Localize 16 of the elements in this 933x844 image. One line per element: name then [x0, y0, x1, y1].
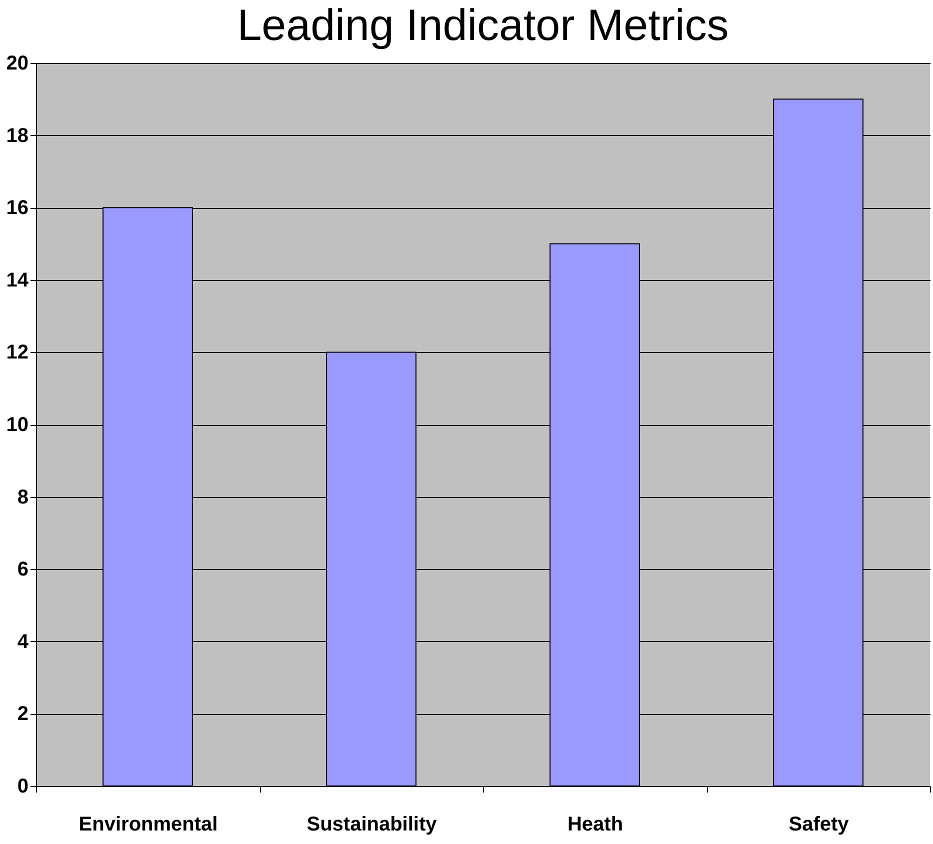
x-tick-label: Sustainability	[306, 814, 438, 836]
y-tick-label: 0	[17, 776, 28, 798]
y-tick-label: 20	[6, 52, 28, 74]
y-tick-label: 4	[17, 630, 30, 653]
y-tick-label: 18	[6, 124, 28, 147]
y-tick-label: 8	[17, 486, 28, 508]
y-tick-label: 2	[17, 703, 28, 726]
y-tick-label: 6	[17, 558, 28, 581]
y-tick-label: 12	[6, 342, 28, 364]
x-tick-label: Environmental	[78, 814, 218, 836]
y-tick-label: 10	[6, 414, 28, 436]
y-tick-label: 16	[6, 197, 28, 220]
x-tick-label: Heath	[567, 814, 624, 836]
x-tick-label: Safety	[788, 814, 850, 836]
y-tick-label: 14	[6, 269, 30, 292]
chart-title: Leading Indicator Metrics	[237, 1, 729, 50]
